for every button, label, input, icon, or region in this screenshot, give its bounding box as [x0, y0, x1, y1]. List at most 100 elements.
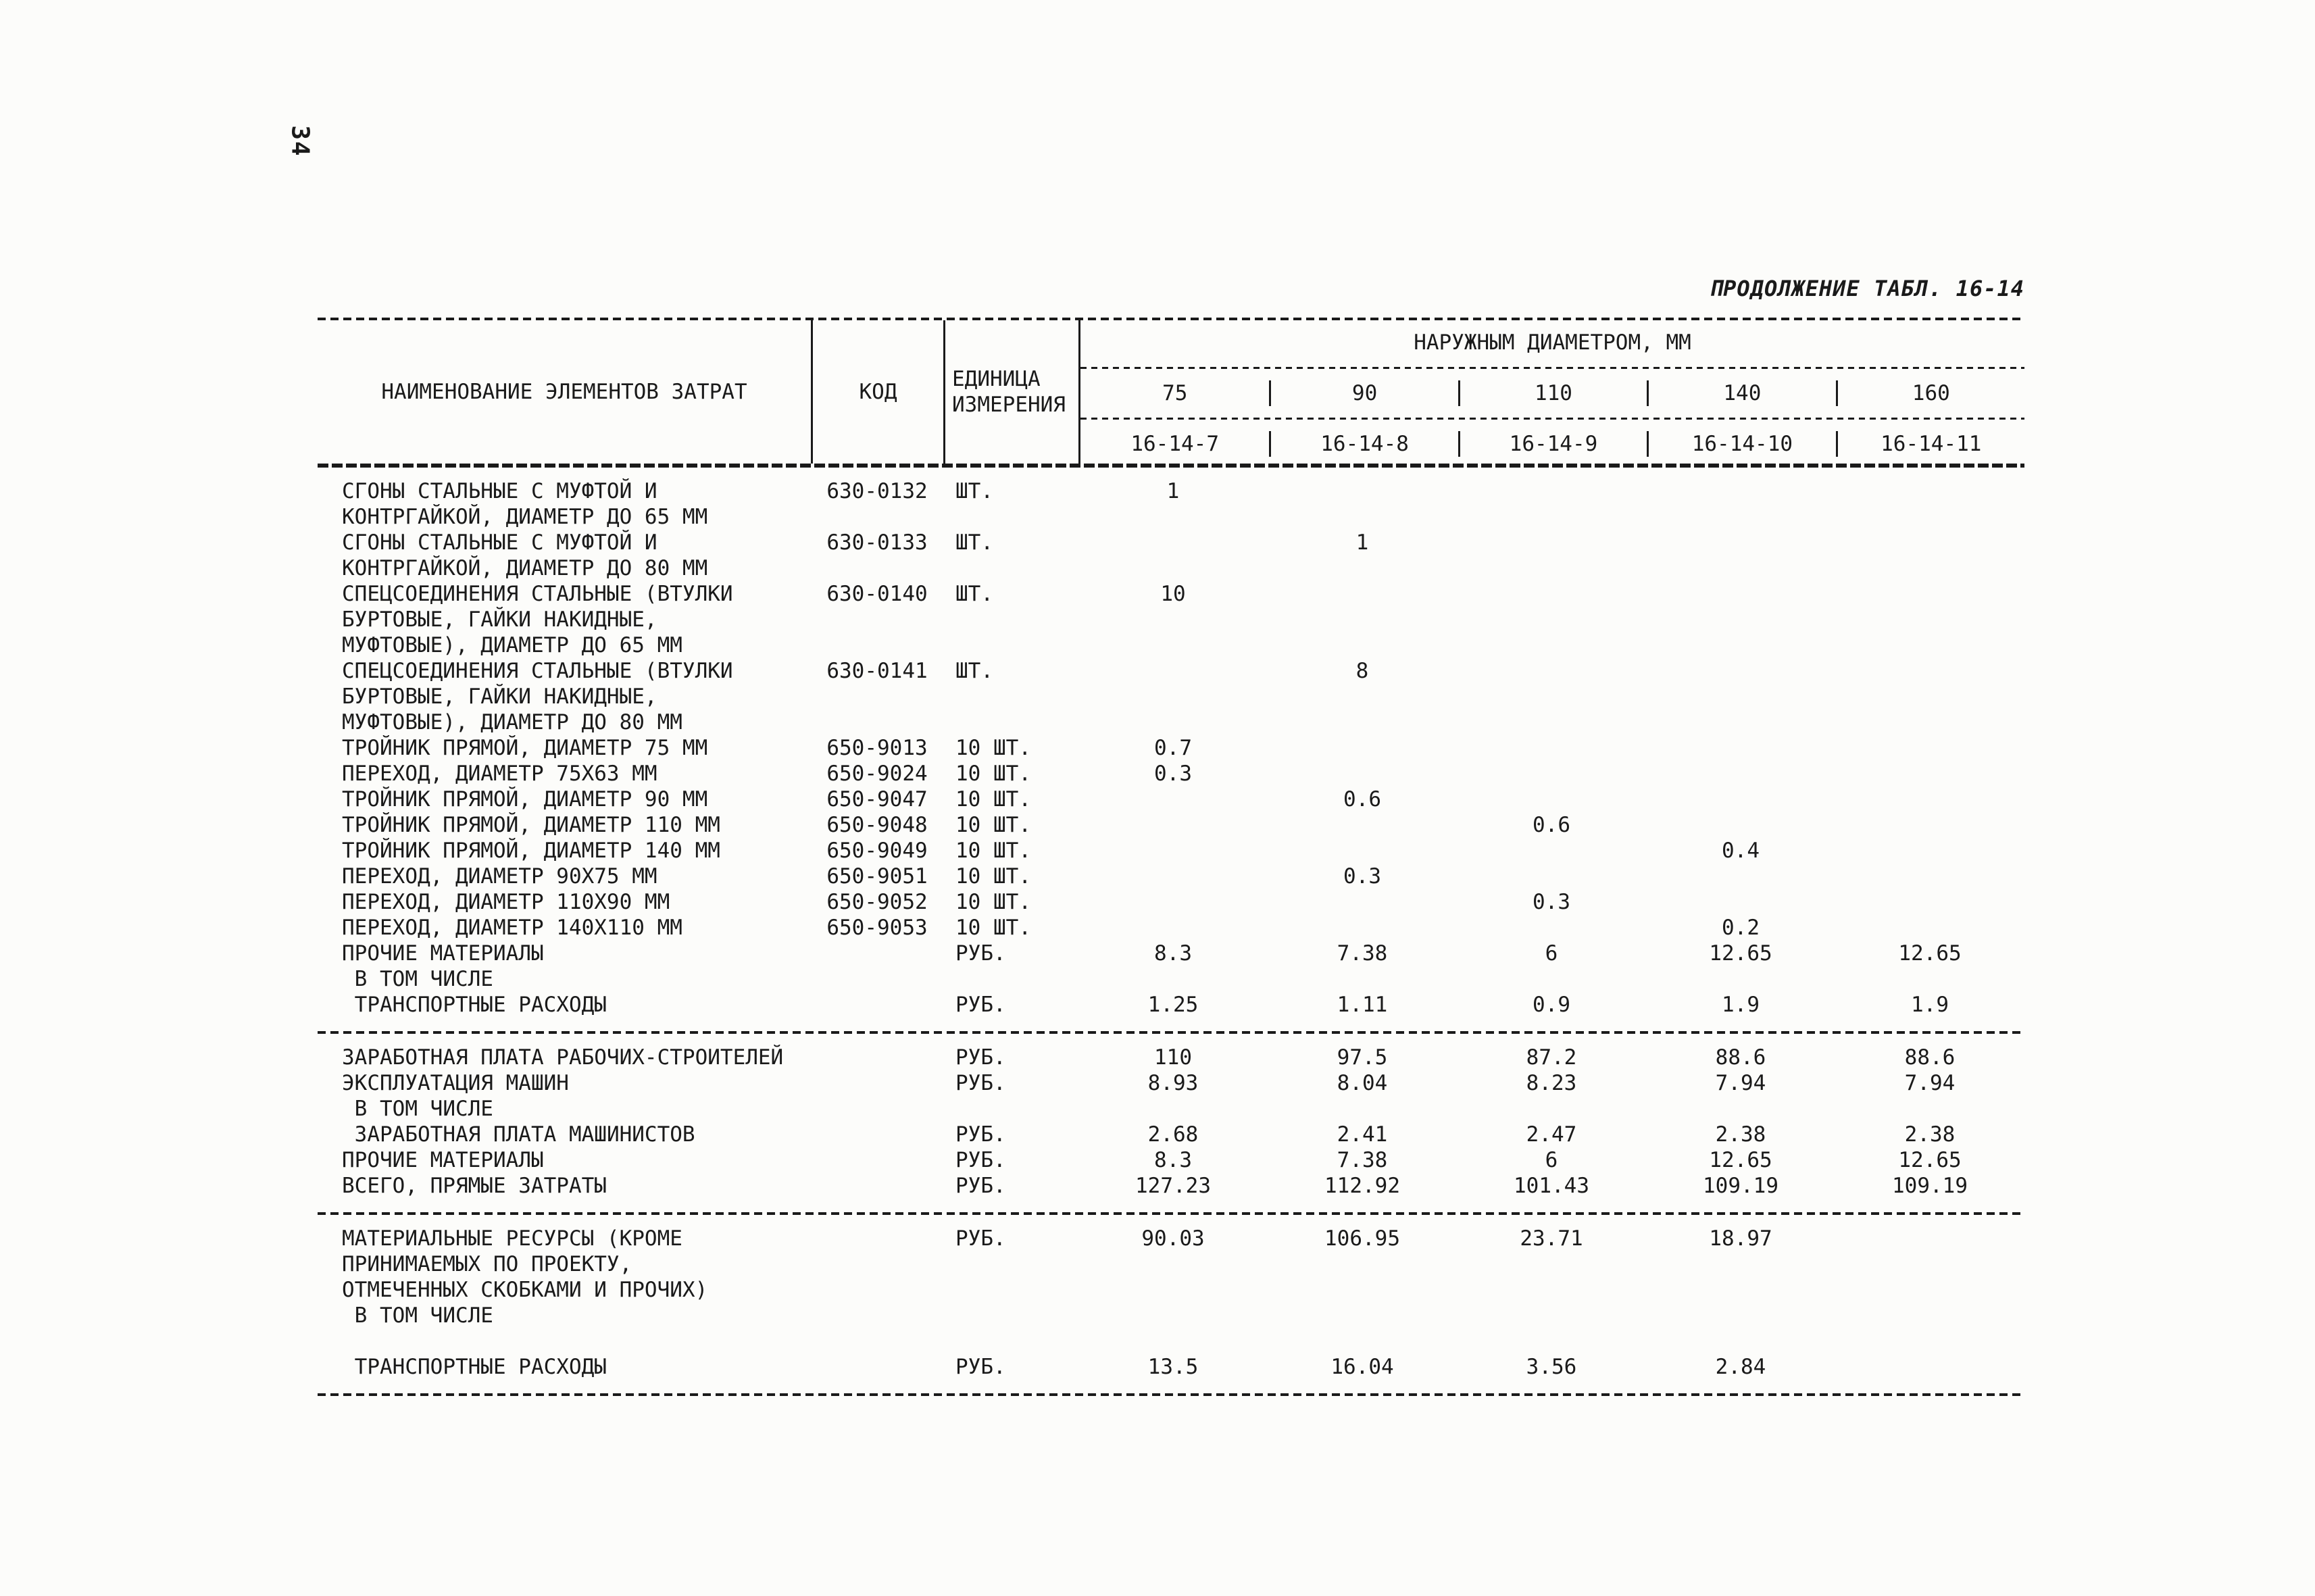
- row-unit: РУБ.: [955, 1148, 1006, 1172]
- table-row: СПЕЦСОЕДИНЕНИЯ СТАЛЬНЫЕ (ВТУЛКИ БУРТОВЫЕ…: [318, 581, 2024, 658]
- table-row: ПРОЧИЕ МАТЕРИАЛЫ РУБ. 8.3 7.38 6 12.65 12.65: [318, 941, 2024, 966]
- row-value: 8: [1355, 659, 1369, 683]
- row-unit: ШТ.: [955, 479, 993, 503]
- row-name: МАТЕРИАЛЬНЫЕ РЕСУРСЫ (КРОМЕ ПРИНИМАЕМЫХ …: [342, 1226, 708, 1302]
- row-value: 1.11: [1337, 993, 1388, 1017]
- table-row: ПЕРЕХОД, ДИАМЕТР 90X75 ММ 650-9051 10 ШТ. 0…: [318, 864, 2024, 889]
- row-unit: 10 ШТ.: [955, 762, 1031, 786]
- table-header: НАИМЕНОВАНИЕ ЭЛЕМЕНТОВ ЗАТРАТ КОД ЕДИНИЦ…: [318, 320, 2024, 464]
- row-name: СПЕЦСОЕДИНЕНИЯ СТАЛЬНЫЕ (ВТУЛКИ БУРТОВЫЕ…: [342, 659, 733, 734]
- header-diameter-90: 90: [1269, 380, 1458, 406]
- row-value: 18.97: [1709, 1226, 1772, 1251]
- row-value: 6: [1545, 941, 1558, 966]
- row-value: 8.3: [1154, 1148, 1192, 1172]
- header-bottom-border: [318, 464, 2024, 468]
- row-value: 127.23: [1135, 1174, 1211, 1198]
- row-value: 1.9: [1911, 993, 1949, 1017]
- row-value: 2.47: [1526, 1122, 1577, 1147]
- row-value: 0.3: [1533, 890, 1570, 914]
- row-value: 0.7: [1154, 736, 1192, 760]
- row-value: 12.65: [1898, 941, 1962, 966]
- row-name: ПЕРЕХОД, ДИАМЕТР 140X110 ММ: [342, 916, 682, 940]
- row-name: ПРОЧИЕ МАТЕРИАЛЫ: [342, 1148, 544, 1172]
- row-unit: РУБ.: [955, 1045, 1006, 1070]
- row-name: ПРОЧИЕ МАТЕРИАЛЫ: [342, 941, 544, 966]
- row-unit: ШТ.: [955, 582, 993, 606]
- row-value: 97.5: [1337, 1045, 1388, 1070]
- dashed-divider: [1080, 418, 2024, 420]
- header-name-column: НАИМЕНОВАНИЕ ЭЛЕМЕНТОВ ЗАТРАТ: [381, 380, 747, 404]
- row-value: 88.6: [1715, 1045, 1766, 1070]
- table-row: ТРОЙНИК ПРЯМОЙ, ДИАМЕТР 90 ММ 650-9047 10 …: [318, 787, 2024, 812]
- row-value: 2.84: [1715, 1355, 1766, 1379]
- row-value: 12.65: [1898, 1148, 1962, 1172]
- row-value: 112.92: [1324, 1174, 1400, 1198]
- header-norm-code-3: 16-14-9: [1458, 431, 1647, 457]
- row-value: 0.6: [1343, 787, 1381, 812]
- table-row: МАТЕРИАЛЬНЫЕ РЕСУРСЫ (КРОМЕ ПРИНИМАЕМЫХ …: [318, 1226, 2024, 1303]
- row-value: 88.6: [1904, 1045, 1956, 1070]
- dashed-divider: [318, 1031, 2024, 1034]
- table-row: В ТОМ ЧИСЛЕ: [318, 1096, 2024, 1122]
- table-row: ТРОЙНИК ПРЯМОЙ, ДИАМЕТР 75 ММ 650-9013 10 …: [318, 735, 2024, 761]
- table-row: ТРАНСПОРТНЫЕ РАСХОДЫ РУБ. 13.5 16.04 3.56 2.8…: [318, 1354, 2024, 1380]
- row-code: 650-9013: [826, 736, 928, 760]
- row-name: ВСЕГО, ПРЯМЫЕ ЗАТРАТЫ: [342, 1174, 607, 1198]
- row-value: 16.04: [1330, 1355, 1394, 1379]
- row-unit: РУБ.: [955, 1174, 1006, 1198]
- row-value: 1.25: [1147, 993, 1199, 1017]
- table-row: ПРОЧИЕ МАТЕРИАЛЫ РУБ. 8.3 7.38 6 12.65 12.65: [318, 1147, 2024, 1173]
- table-row: ПЕРЕХОД, ДИАМЕТР 75X63 ММ 650-9024 10 ШТ. 0…: [318, 761, 2024, 787]
- table-section-costs: ЗАРАБОТНАЯ ПЛАТА РАБОЧИХ-СТРОИТЕЛЕЙ РУБ. 1…: [318, 1034, 2024, 1212]
- row-unit: 10 ШТ.: [955, 864, 1031, 889]
- row-unit: ШТ.: [955, 530, 993, 555]
- row-unit: РУБ.: [955, 1226, 1006, 1251]
- row-name: СПЕЦСОЕДИНЕНИЯ СТАЛЬНЫЕ (ВТУЛКИ БУРТОВЫЕ…: [342, 582, 733, 657]
- row-name: ЗАРАБОТНАЯ ПЛАТА РАБОЧИХ-СТРОИТЕЛЕЙ: [342, 1045, 784, 1070]
- row-value: 1: [1166, 479, 1180, 503]
- header-unit-line2: ИЗМЕРЕНИЯ: [952, 393, 1066, 417]
- table-row: СПЕЦСОЕДИНЕНИЯ СТАЛЬНЫЕ (ВТУЛКИ БУРТОВЫЕ…: [318, 658, 2024, 735]
- row-value: 8.93: [1147, 1071, 1199, 1095]
- row-value: 10: [1160, 582, 1186, 606]
- row-value: 8.04: [1337, 1071, 1388, 1095]
- header-diameter-110: 110: [1458, 380, 1647, 406]
- row-code: 630-0132: [826, 479, 928, 503]
- table-section-resources: МАТЕРИАЛЬНЫЕ РЕСУРСЫ (КРОМЕ ПРИНИМАЕМЫХ …: [318, 1215, 2024, 1393]
- header-diameter-160: 160: [1835, 380, 2024, 406]
- row-name: ЭКСПЛУАТАЦИЯ МАШИН: [342, 1071, 569, 1095]
- table-row: ТРОЙНИК ПРЯМОЙ, ДИАМЕТР 140 ММ 650-9049 10…: [318, 838, 2024, 864]
- row-code: 650-9053: [826, 916, 928, 940]
- table-row: В ТОМ ЧИСЛЕ: [318, 1303, 2024, 1328]
- row-unit: РУБ.: [955, 941, 1006, 966]
- row-value: 110: [1154, 1045, 1192, 1070]
- row-unit: РУБ.: [955, 993, 1006, 1017]
- table-row: ЗАРАБОТНАЯ ПЛАТА РАБОЧИХ-СТРОИТЕЛЕЙ РУБ. 1…: [318, 1045, 2024, 1070]
- row-code: 650-9047: [826, 787, 928, 812]
- row-unit: 10 ШТ.: [955, 916, 1031, 940]
- header-norm-code-4: 16-14-10: [1647, 431, 1835, 457]
- row-unit: 10 ШТ.: [955, 736, 1031, 760]
- row-value: 0.6: [1533, 813, 1570, 837]
- row-unit: 10 ШТ.: [955, 890, 1031, 914]
- row-value: 12.65: [1709, 941, 1772, 966]
- row-name: ПЕРЕХОД, ДИАМЕТР 110X90 ММ: [342, 890, 670, 914]
- row-value: 87.2: [1526, 1045, 1577, 1070]
- row-value: 106.95: [1324, 1226, 1400, 1251]
- row-value: 7.94: [1904, 1071, 1956, 1095]
- row-value: 13.5: [1147, 1355, 1199, 1379]
- row-code: 650-9049: [826, 839, 928, 863]
- row-value: 0.3: [1343, 864, 1381, 889]
- row-unit: РУБ.: [955, 1355, 1006, 1379]
- row-name: ТРОЙНИК ПРЯМОЙ, ДИАМЕТР 140 ММ: [342, 839, 720, 863]
- header-norm-code-2: 16-14-8: [1269, 431, 1458, 457]
- row-value: 109.19: [1703, 1174, 1778, 1198]
- row-unit: ШТ.: [955, 659, 993, 683]
- table-row: СГОНЫ СТАЛЬНЫЕ С МУФТОЙ И КОНТРГАЙКОЙ, Д…: [318, 478, 2024, 530]
- table-bottom-border: [318, 1393, 2024, 1396]
- row-name: ПЕРЕХОД, ДИАМЕТР 90X75 ММ: [342, 864, 657, 889]
- row-code: 650-9048: [826, 813, 928, 837]
- row-name: В ТОМ ЧИСЛЕ: [342, 967, 493, 991]
- table-row: ПЕРЕХОД, ДИАМЕТР 110X90 ММ 650-9052 10 ШТ.…: [318, 889, 2024, 915]
